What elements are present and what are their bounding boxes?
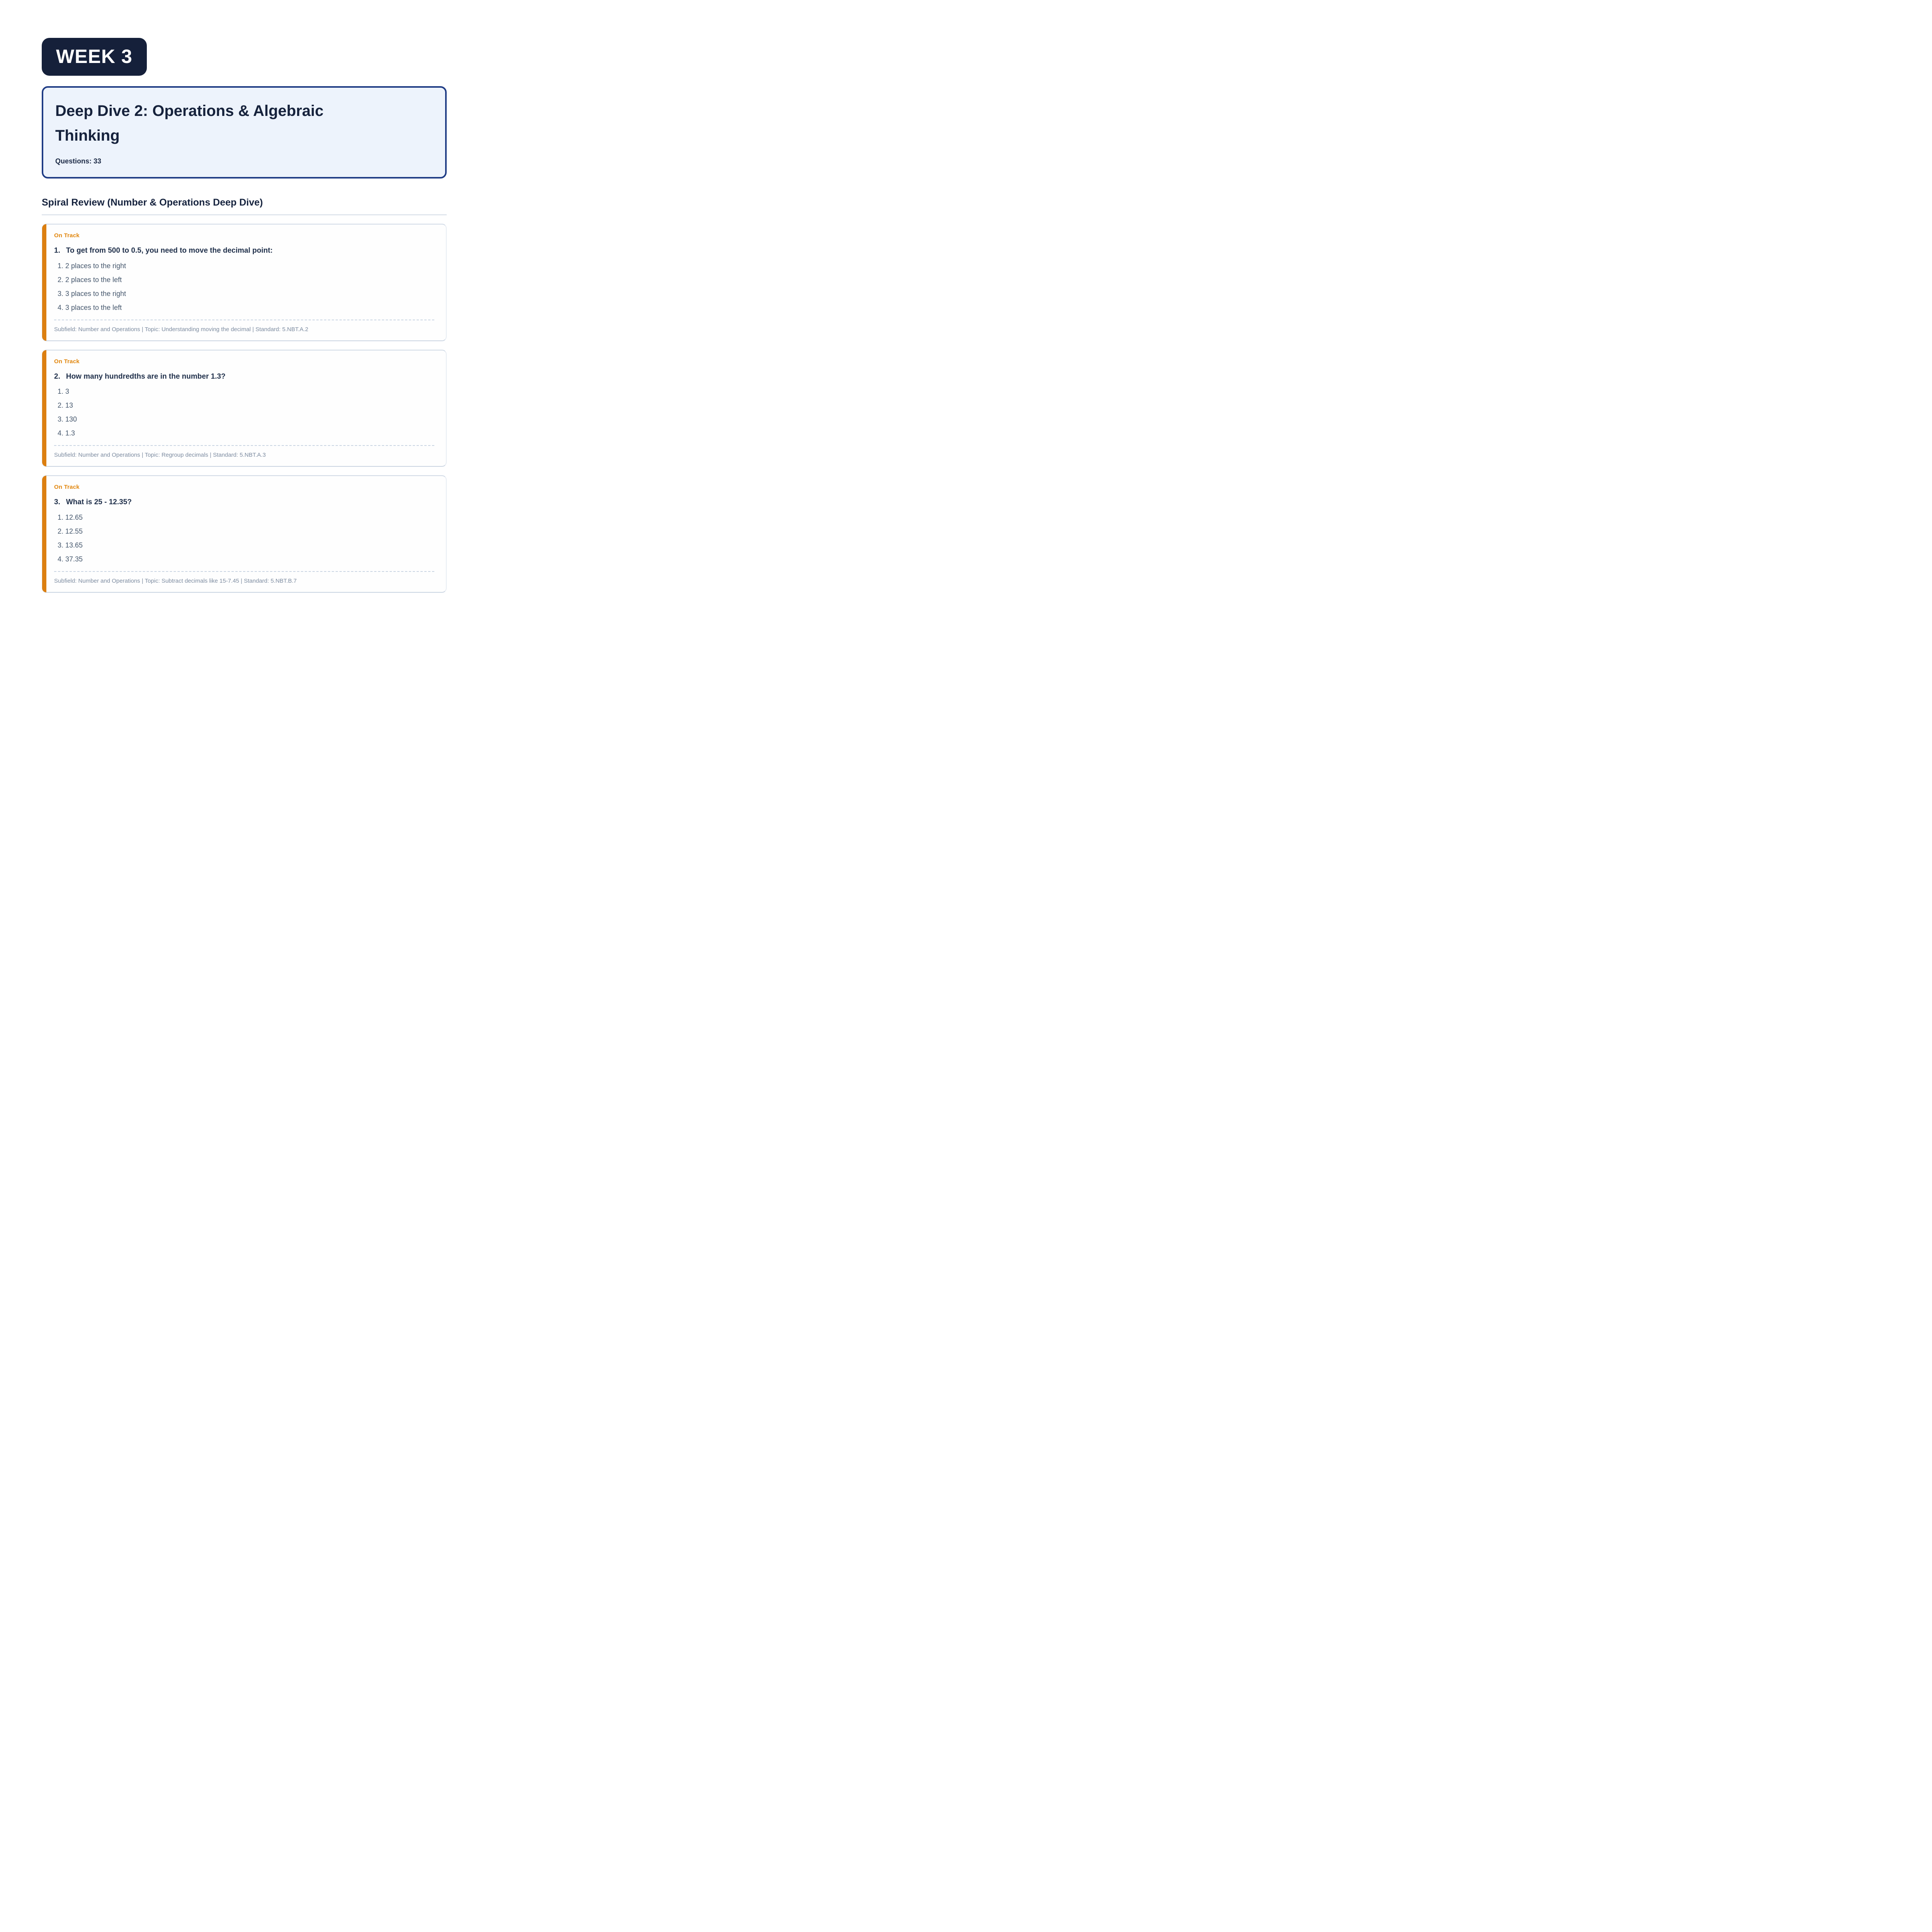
meta-divider: Subfield: Number and Operations | Topic:… (54, 445, 434, 458)
question-accent-bar (42, 224, 46, 341)
options-list: 2 places to the right 2 places to the le… (54, 261, 434, 313)
option-item: 12.55 (65, 526, 434, 537)
status-badge: On Track (54, 232, 80, 239)
question-prompt: To get from 500 to 0.5, you need to move… (66, 247, 273, 255)
option-item: 1.3 (65, 428, 434, 439)
question-card-2: On Track 2. How many hundredths are in th… (42, 349, 447, 467)
option-item: 37.35 (65, 554, 434, 565)
option-item: 2 places to the right (65, 261, 434, 271)
section-heading: Spiral Review (Number & Operations Deep … (42, 197, 447, 215)
question-text: 2. How many hundredths are in the number … (54, 372, 434, 382)
worksheet-page: WEEK 3 Deep Dive 2: Operations & Algebra… (0, 0, 493, 638)
meta-divider: Subfield: Number and Operations | Topic:… (54, 571, 434, 584)
options-list: 3 13 130 1.3 (54, 386, 434, 439)
option-item: 3 (65, 386, 434, 397)
page-title: Deep Dive 2: Operations & Algebraic Thin… (55, 102, 324, 144)
question-card-1: On Track 1. To get from 500 to 0.5, you n… (42, 224, 447, 341)
header-card: Deep Dive 2: Operations & Algebraic Thin… (42, 86, 447, 179)
question-number: 2. (54, 372, 60, 381)
option-item: 3 places to the right (65, 289, 434, 299)
option-item: 13.65 (65, 540, 434, 551)
meta-divider: Subfield: Number and Operations | Topic:… (54, 319, 434, 333)
status-badge: On Track (54, 484, 80, 491)
status-badge: On Track (54, 358, 80, 365)
question-text: 1. To get from 500 to 0.5, you need to mo… (54, 246, 434, 256)
question-accent-bar (42, 350, 46, 467)
question-prompt: How many hundredths are in the number 1.… (66, 372, 226, 381)
question-accent-bar (42, 476, 46, 592)
question-text: 3. What is 25 - 12.35? (54, 497, 434, 508)
question-card-3: On Track 3. What is 25 - 12.35? 12.65 12.… (42, 475, 447, 593)
option-item: 3 places to the left (65, 303, 434, 313)
options-list: 12.65 12.55 13.65 37.35 (54, 512, 434, 565)
question-meta: Subfield: Number and Operations | Topic:… (54, 577, 297, 584)
question-meta: Subfield: Number and Operations | Topic:… (54, 326, 308, 333)
questions-count: Questions: 33 (55, 157, 102, 165)
option-item: 12.65 (65, 512, 434, 523)
question-number: 3. (54, 498, 60, 507)
option-item: 2 places to the left (65, 275, 434, 285)
question-prompt: What is 25 - 12.35? (66, 498, 132, 507)
question-meta: Subfield: Number and Operations | Topic:… (54, 452, 266, 459)
option-item: 13 (65, 400, 434, 411)
option-item: 130 (65, 414, 434, 425)
week-badge: WEEK 3 (42, 38, 147, 76)
question-number: 1. (54, 247, 60, 255)
